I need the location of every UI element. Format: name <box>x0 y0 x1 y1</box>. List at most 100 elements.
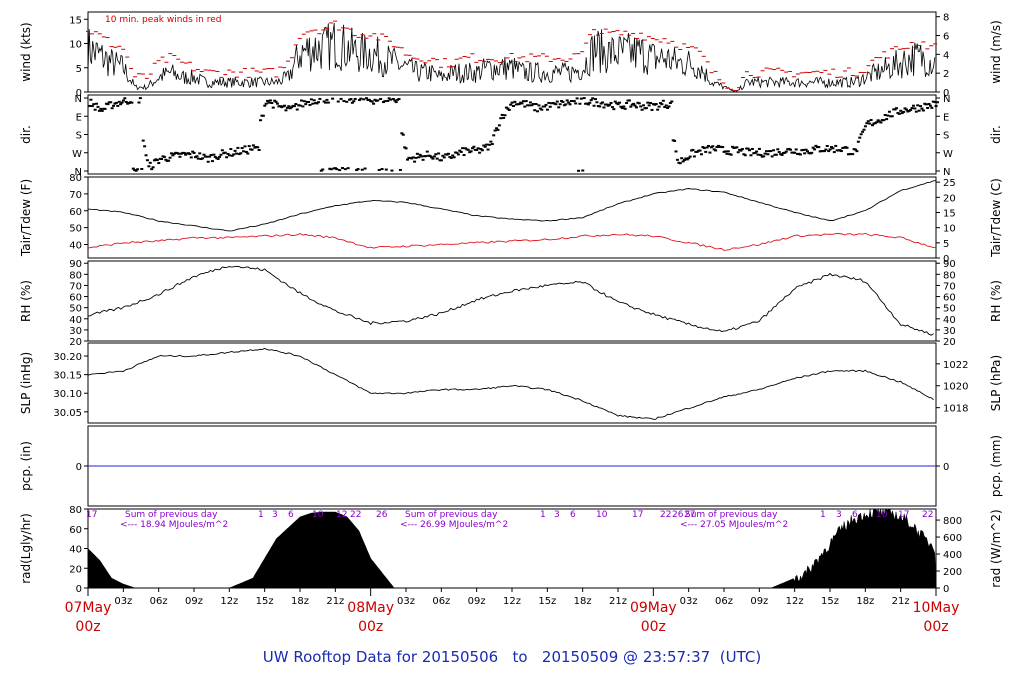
dir-point <box>540 108 544 111</box>
dir-point <box>329 168 333 171</box>
rh-left-label: 20 <box>69 337 82 348</box>
dir-point <box>678 162 682 165</box>
x-hour-label: 18z <box>574 596 592 607</box>
dir-point <box>294 103 298 106</box>
dir-point <box>577 169 581 172</box>
slp-left-label: 30.20 <box>53 352 82 363</box>
dir-point <box>854 148 858 151</box>
temp-left-label: 60 <box>69 207 82 218</box>
dir-point <box>804 148 808 151</box>
x-date-hour: 00z <box>641 619 666 635</box>
dir-point <box>386 99 390 102</box>
dir-point <box>316 101 320 104</box>
dir-point <box>757 147 761 150</box>
dir-point <box>486 148 490 151</box>
dir-point <box>793 151 797 154</box>
dir-point <box>721 146 725 149</box>
dir-point <box>805 150 809 153</box>
dir-point <box>171 154 175 157</box>
dir-point <box>431 157 435 160</box>
dir-point <box>379 97 383 100</box>
rad-top-label: 10 <box>596 510 608 520</box>
temp-right-label: 25 <box>943 178 956 189</box>
dir-point <box>225 156 229 159</box>
dir-point <box>916 104 920 107</box>
temp-left-label: 80 <box>69 173 82 184</box>
dir-point <box>875 121 879 124</box>
pcp-ylabel-right: pcp. (mm) <box>989 435 1003 497</box>
slp-ylabel-left: SLP (inHg) <box>19 352 33 414</box>
x-hour-label: 15z <box>256 596 274 607</box>
dir-point <box>472 145 476 148</box>
rad-top-label: 6 <box>288 510 294 520</box>
pcp-left-label: 0 <box>76 462 82 473</box>
temp-right-label: 5 <box>943 239 949 250</box>
dir-point <box>184 153 188 156</box>
dir-point <box>350 101 354 104</box>
dir-point <box>92 103 96 106</box>
dir-point <box>711 145 715 148</box>
x-hour-label: 15z <box>821 596 839 607</box>
dir-point <box>268 99 272 102</box>
dir-point <box>300 99 303 102</box>
footer-prefix: UW Rooftop Data for <box>262 648 418 666</box>
dir-point <box>143 145 147 148</box>
dir-point <box>462 154 466 157</box>
dir-point <box>784 150 788 153</box>
tair-line <box>87 180 937 232</box>
dir-point <box>798 153 802 156</box>
dir-point <box>496 128 500 131</box>
dir-point <box>702 147 706 150</box>
dir-point <box>116 104 120 107</box>
dir-point <box>579 97 583 100</box>
dir-point <box>639 105 643 108</box>
dir-point <box>335 168 339 171</box>
pcp-ylabel-left: pcp. (in) <box>19 441 33 491</box>
dir-point <box>704 150 708 153</box>
dir-point <box>523 105 527 108</box>
dir-point <box>534 103 538 106</box>
dir-point <box>167 159 171 162</box>
dir-point <box>216 157 220 160</box>
x-hour-label: 03z <box>114 596 132 607</box>
dir-point <box>680 157 684 160</box>
dir-point <box>373 98 377 101</box>
dir-point <box>527 104 531 107</box>
dir-point <box>137 101 141 104</box>
dir-point <box>336 100 340 103</box>
dir-point <box>814 144 818 147</box>
dir-point <box>759 154 763 157</box>
dir-point <box>499 117 503 120</box>
rad-top-label: 3 <box>554 510 560 520</box>
dir-point <box>144 154 148 157</box>
temp-left-label: 40 <box>69 241 82 252</box>
rad-top-label: 22 <box>660 510 671 520</box>
x-hour-label: 09z <box>185 596 203 607</box>
x-date-label: 10May <box>913 600 960 616</box>
dir-point <box>863 125 867 128</box>
dir-point <box>695 150 699 153</box>
dir-point <box>716 144 720 147</box>
dir-point <box>794 148 798 151</box>
dir-point <box>257 149 261 152</box>
dir-point <box>234 152 238 155</box>
dir-point <box>762 155 766 158</box>
dir-point <box>919 105 923 108</box>
dir-point <box>625 102 629 105</box>
rad-top-label: 3 <box>836 510 842 520</box>
slp-frame <box>87 342 937 424</box>
dir-point <box>387 97 391 100</box>
dir-point <box>633 104 637 107</box>
dir-point <box>302 100 306 103</box>
dir-point <box>285 106 289 109</box>
dir-point <box>130 101 134 104</box>
rad-top-label: 26 <box>672 510 684 520</box>
rad-ylabel-right: rad (W/m^2) <box>989 509 1003 587</box>
dir-point <box>418 153 422 156</box>
dir-point <box>390 169 394 172</box>
rad-right-label: 600 <box>943 533 962 544</box>
dir-point <box>151 166 155 169</box>
dir-point <box>109 101 113 104</box>
dir-point <box>413 160 417 163</box>
dir-point <box>318 97 322 100</box>
